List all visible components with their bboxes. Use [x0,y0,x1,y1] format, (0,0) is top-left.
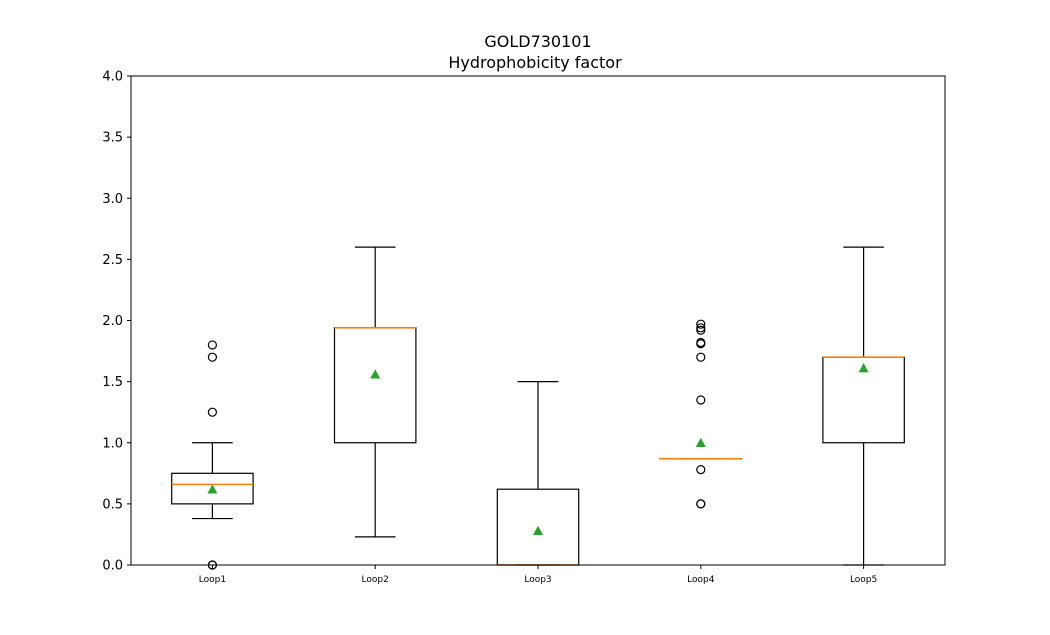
box-loop1 [171,340,254,570]
outlier-point [207,352,217,362]
y-tick-label: 2.5 [102,253,123,268]
box-loop3 [496,381,580,566]
x-tick-label: Loop5 [850,575,877,585]
mean-marker [207,484,218,494]
outlier-point [696,323,706,333]
box-loop4 [659,319,743,509]
axes: 0.0 0.5 1.0 1.5 2.0 2.5 3.0 3.5 4.0 Loop1 Loop2 Loo… [102,70,877,586]
y-tick-label: 3.0 [102,192,123,207]
chart-title: GOLD730101 [484,32,591,51]
y-tick-label: 4.0 [102,70,123,85]
y-tick-label: 3.5 [102,131,123,146]
box-body [171,472,254,505]
x-tick-label: Loop4 [687,575,715,585]
x-tick-label: Loop3 [524,575,551,585]
plot-area [171,246,905,570]
outlier-point [207,340,217,350]
outlier-point [696,319,706,329]
outlier-point [696,499,706,509]
y-tick-label: 0.0 [102,559,123,574]
chart-subtitle: Hydrophobicity factor [448,53,622,72]
x-tick-label: Loop1 [199,575,226,585]
y-tick-label: 2.0 [102,314,123,329]
box-loop2 [333,246,417,538]
outlier-point [696,352,706,362]
y-tick-label: 1.0 [102,436,123,451]
y-tick-label: 1.5 [102,375,123,390]
y-tick-label: 0.5 [102,497,123,512]
outlier-point [696,337,706,348]
outlier-point [696,325,706,335]
x-tick-label: Loop2 [362,575,389,585]
mean-marker [370,369,381,379]
mean-marker [695,437,706,447]
box-body [333,327,417,444]
box-loop5 [822,246,905,566]
outlier-point [696,465,706,475]
outlier-point [696,395,706,405]
outlier-point [207,407,217,417]
mean-marker [533,525,543,536]
mean-marker [858,363,869,373]
